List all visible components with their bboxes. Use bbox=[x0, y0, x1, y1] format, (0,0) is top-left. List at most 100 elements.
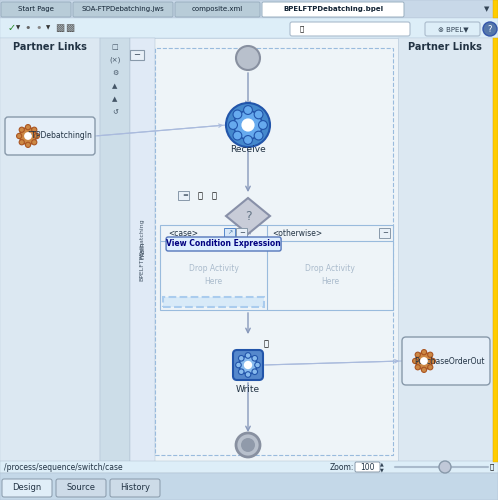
Text: Receive: Receive bbox=[230, 146, 266, 154]
FancyBboxPatch shape bbox=[56, 479, 106, 497]
Bar bbox=[155, 48, 393, 455]
Text: ▼: ▼ bbox=[485, 6, 490, 12]
Text: composite.xml: composite.xml bbox=[192, 6, 243, 12]
Text: 🔍: 🔍 bbox=[300, 26, 304, 32]
Bar bbox=[236, 228, 247, 238]
Circle shape bbox=[420, 357, 428, 365]
Bar bbox=[493, 38, 498, 462]
Polygon shape bbox=[226, 198, 270, 234]
FancyBboxPatch shape bbox=[262, 2, 404, 17]
Bar bbox=[0, 38, 100, 462]
Circle shape bbox=[233, 131, 242, 140]
Text: −: − bbox=[182, 192, 188, 198]
Circle shape bbox=[19, 128, 36, 144]
Text: ▩: ▩ bbox=[65, 23, 74, 33]
Text: ?: ? bbox=[488, 24, 492, 34]
Circle shape bbox=[244, 106, 252, 114]
FancyBboxPatch shape bbox=[425, 22, 480, 36]
Bar bbox=[224, 228, 235, 238]
Circle shape bbox=[428, 364, 433, 370]
Circle shape bbox=[254, 110, 263, 119]
Text: 🔗: 🔗 bbox=[212, 192, 217, 200]
Bar bbox=[160, 225, 393, 310]
Circle shape bbox=[252, 369, 257, 374]
Circle shape bbox=[439, 461, 451, 473]
Text: ▲
▼: ▲ ▼ bbox=[380, 462, 384, 472]
Text: SOA-FTPDebatching.jws: SOA-FTPDebatching.jws bbox=[82, 6, 164, 12]
Circle shape bbox=[428, 352, 433, 358]
Circle shape bbox=[25, 142, 30, 148]
Text: •: • bbox=[24, 23, 30, 33]
Text: ▲: ▲ bbox=[113, 83, 118, 89]
FancyBboxPatch shape bbox=[175, 2, 260, 17]
Bar bbox=[100, 38, 398, 462]
Circle shape bbox=[242, 118, 254, 132]
Text: □: □ bbox=[112, 44, 119, 50]
Circle shape bbox=[19, 127, 24, 132]
Text: 100: 100 bbox=[360, 462, 374, 471]
Circle shape bbox=[236, 362, 241, 368]
Circle shape bbox=[415, 364, 420, 370]
Text: ⚙: ⚙ bbox=[112, 70, 118, 76]
Text: •: • bbox=[35, 23, 41, 33]
Text: −: − bbox=[382, 230, 388, 236]
Circle shape bbox=[254, 131, 263, 140]
Circle shape bbox=[239, 356, 257, 374]
Circle shape bbox=[254, 362, 260, 368]
FancyBboxPatch shape bbox=[1, 2, 71, 17]
Circle shape bbox=[229, 120, 238, 130]
Text: ▲: ▲ bbox=[113, 96, 118, 102]
Bar bbox=[130, 50, 144, 60]
Circle shape bbox=[430, 358, 435, 364]
Circle shape bbox=[34, 134, 39, 138]
Text: (×): (×) bbox=[110, 56, 121, 63]
Text: Zoom:: Zoom: bbox=[330, 462, 355, 471]
Text: main: main bbox=[139, 242, 145, 259]
Text: ✓: ✓ bbox=[8, 23, 16, 33]
FancyBboxPatch shape bbox=[233, 350, 263, 380]
Circle shape bbox=[244, 136, 252, 144]
Text: Partner Links: Partner Links bbox=[13, 42, 87, 52]
Circle shape bbox=[236, 46, 260, 70]
Text: FTPDebatchingIn: FTPDebatchingIn bbox=[27, 132, 93, 140]
Text: Design: Design bbox=[12, 484, 42, 492]
Bar bbox=[0, 461, 498, 473]
Circle shape bbox=[236, 433, 260, 457]
Text: −: − bbox=[182, 193, 188, 199]
Circle shape bbox=[244, 361, 252, 369]
Circle shape bbox=[32, 140, 37, 145]
Circle shape bbox=[24, 132, 32, 140]
Circle shape bbox=[19, 140, 24, 145]
Circle shape bbox=[421, 367, 427, 372]
Text: 👥: 👥 bbox=[198, 192, 203, 200]
Circle shape bbox=[245, 372, 251, 378]
Text: −: − bbox=[133, 50, 140, 59]
Circle shape bbox=[226, 103, 270, 147]
FancyBboxPatch shape bbox=[73, 2, 173, 17]
Bar bbox=[398, 38, 493, 462]
Text: ▩: ▩ bbox=[55, 23, 64, 33]
Bar bbox=[163, 297, 264, 307]
Circle shape bbox=[252, 356, 257, 361]
Text: BPELFTPDebatching.bpel: BPELFTPDebatching.bpel bbox=[283, 6, 383, 12]
Circle shape bbox=[412, 358, 418, 364]
Text: /process/sequence/switch/case: /process/sequence/switch/case bbox=[4, 462, 123, 471]
Text: Drop Activity
Here: Drop Activity Here bbox=[305, 264, 355, 286]
Circle shape bbox=[16, 134, 22, 138]
Text: ⊗ BPEL▼: ⊗ BPEL▼ bbox=[438, 26, 468, 32]
Text: Write: Write bbox=[236, 386, 260, 394]
Text: Start Page: Start Page bbox=[18, 6, 54, 12]
Text: ↗: ↗ bbox=[228, 230, 233, 235]
Text: PurchaseOrderOut: PurchaseOrderOut bbox=[415, 356, 485, 366]
Text: ▼: ▼ bbox=[16, 26, 20, 30]
FancyBboxPatch shape bbox=[290, 22, 410, 36]
Text: Source: Source bbox=[67, 484, 96, 492]
Bar bbox=[0, 473, 498, 500]
Text: <otherwise>: <otherwise> bbox=[272, 228, 322, 237]
FancyBboxPatch shape bbox=[402, 337, 490, 385]
Circle shape bbox=[25, 124, 30, 130]
Circle shape bbox=[415, 352, 432, 370]
Circle shape bbox=[234, 110, 262, 140]
Circle shape bbox=[245, 352, 251, 358]
Circle shape bbox=[483, 22, 497, 36]
